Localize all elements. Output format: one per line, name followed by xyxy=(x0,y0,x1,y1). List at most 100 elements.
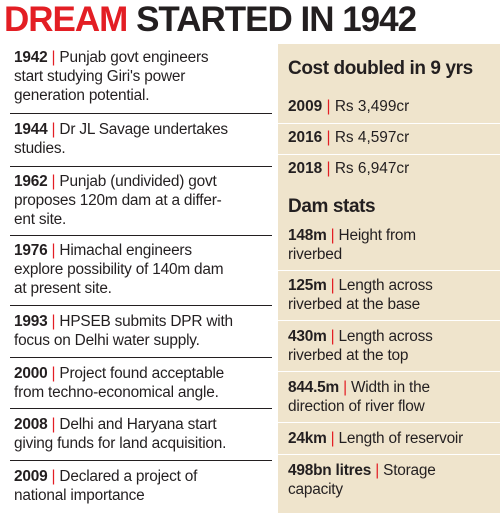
stat-item: 430m | Length across riverbed at the top xyxy=(288,327,496,365)
stats-heading: Dam stats xyxy=(288,196,376,217)
stat-item: 24km | Length of reservoir xyxy=(288,429,496,448)
separator: | xyxy=(51,416,56,433)
separator: | xyxy=(343,379,347,396)
cost-year: 2018 xyxy=(288,160,323,177)
timeline-text: Project found acceptable xyxy=(59,365,225,382)
timeline: 1942 | Punjab govt engineers start studyi… xyxy=(10,44,272,513)
timeline-year: 2000 xyxy=(14,365,48,382)
timeline-text: Dr JL Savage undertakes xyxy=(59,121,228,138)
divider xyxy=(278,371,500,372)
timeline-text: from techno-economical angle. xyxy=(14,384,219,401)
divider xyxy=(10,460,272,461)
timeline-text: Declared a project of xyxy=(59,468,198,485)
timeline-year: 1976 xyxy=(14,242,48,259)
stat-text: Storage xyxy=(383,462,436,479)
divider xyxy=(10,305,272,306)
separator: | xyxy=(51,121,56,138)
timeline-entry: 1993 | HPSEB submits DPR with focus on De… xyxy=(14,312,270,350)
stat-item: 498bn litres | Storage capacity xyxy=(288,461,496,499)
timeline-year: 1942 xyxy=(14,49,48,66)
timeline-text: Punjab govt engineers xyxy=(59,49,209,66)
timeline-year: 2009 xyxy=(14,468,48,485)
timeline-text: Punjab (undivided) govt xyxy=(59,173,217,190)
timeline-text: proposes 120m dam at a differ- xyxy=(14,192,222,209)
cost-item: 2018 | Rs 6,947cr xyxy=(288,159,409,178)
separator: | xyxy=(326,98,331,115)
stat-value: 844.5m xyxy=(288,379,339,396)
cost-year: 2016 xyxy=(288,129,323,146)
timeline-text: focus on Delhi water supply. xyxy=(14,332,200,349)
title-rest: STARTED IN 1942 xyxy=(136,0,417,39)
separator: | xyxy=(330,328,335,345)
timeline-entry: 1942 | Punjab govt engineers start studyi… xyxy=(14,48,270,105)
timeline-text: Delhi and Haryana start xyxy=(59,416,217,433)
stat-text: Width in the xyxy=(350,379,430,396)
timeline-text: studies. xyxy=(14,140,66,157)
stat-text: riverbed at the base xyxy=(288,296,421,313)
divider xyxy=(10,408,272,409)
separator: | xyxy=(51,313,56,330)
stat-text: capacity xyxy=(288,481,343,498)
timeline-entry: 1944 | Dr JL Savage undertakes studies. xyxy=(14,120,270,158)
stat-text: Length of reservoir xyxy=(338,430,464,447)
title-accent: DREAM xyxy=(4,0,128,39)
timeline-year: 1962 xyxy=(14,173,48,190)
divider xyxy=(10,235,272,236)
stat-item: 844.5m | Width in the direction of river … xyxy=(288,378,496,416)
separator: | xyxy=(51,49,56,66)
separator: | xyxy=(51,173,56,190)
separator: | xyxy=(51,365,56,382)
separator: | xyxy=(326,129,331,146)
cost-year: 2009 xyxy=(288,98,323,115)
stat-text: riverbed xyxy=(288,246,343,263)
cost-amount: Rs 3,499cr xyxy=(334,98,410,115)
stat-item: 148m | Height from riverbed xyxy=(288,226,496,264)
separator: | xyxy=(51,242,56,259)
divider xyxy=(278,270,500,271)
timeline-text: explore possibility of 140m dam xyxy=(14,261,224,278)
timeline-text: start studying Giri's power xyxy=(14,68,186,85)
divider xyxy=(278,422,500,423)
separator: | xyxy=(330,430,335,447)
timeline-entry: 1976 | Himachal engineers explore possibi… xyxy=(14,241,270,298)
cost-amount: Rs 6,947cr xyxy=(334,160,410,177)
separator: | xyxy=(326,160,331,177)
stat-value: 498bn litres xyxy=(288,462,372,479)
timeline-text: ent site. xyxy=(14,211,67,228)
divider xyxy=(10,357,272,358)
stat-text: Length across xyxy=(338,328,433,345)
timeline-entry: 1962 | Punjab (undivided) govt proposes 1… xyxy=(14,172,270,229)
page-title: DREAM STARTED IN 1942 xyxy=(4,0,417,40)
stat-value: 24km xyxy=(288,430,327,447)
divider xyxy=(278,154,500,155)
cost-item: 2016 | Rs 4,597cr xyxy=(288,128,409,147)
facts-panel: Cost doubled in 9 yrs 2009 | Rs 3,499cr … xyxy=(278,44,500,513)
separator: | xyxy=(51,468,56,485)
stat-text: riverbed at the top xyxy=(288,347,409,364)
divider xyxy=(10,113,272,114)
separator: | xyxy=(330,227,335,244)
stat-item: 125m | Length across riverbed at the base xyxy=(288,276,496,314)
timeline-text: HPSEB submits DPR with xyxy=(59,313,233,330)
timeline-year: 1993 xyxy=(14,313,48,330)
timeline-entry: 2009 | Declared a project of national imp… xyxy=(14,467,270,505)
divider xyxy=(10,166,272,167)
timeline-year: 2008 xyxy=(14,416,48,433)
separator: | xyxy=(375,462,380,479)
divider xyxy=(278,454,500,455)
stat-value: 148m xyxy=(288,227,327,244)
timeline-text: at present site. xyxy=(14,280,112,297)
stat-value: 430m xyxy=(288,328,327,345)
stat-text: Length across xyxy=(338,277,433,294)
timeline-entry: 2008 | Delhi and Haryana start giving fun… xyxy=(14,415,270,453)
timeline-text: Himachal engineers xyxy=(59,242,192,259)
stat-value: 125m xyxy=(288,277,327,294)
timeline-year: 1944 xyxy=(14,121,48,138)
timeline-text: national importance xyxy=(14,487,145,504)
timeline-entry: 2000 | Project found acceptable from tech… xyxy=(14,364,270,402)
cost-amount: Rs 4,597cr xyxy=(334,129,410,146)
divider xyxy=(278,123,500,124)
stat-text: direction of river flow xyxy=(288,398,425,415)
timeline-text: giving funds for land acquisition. xyxy=(14,435,227,452)
